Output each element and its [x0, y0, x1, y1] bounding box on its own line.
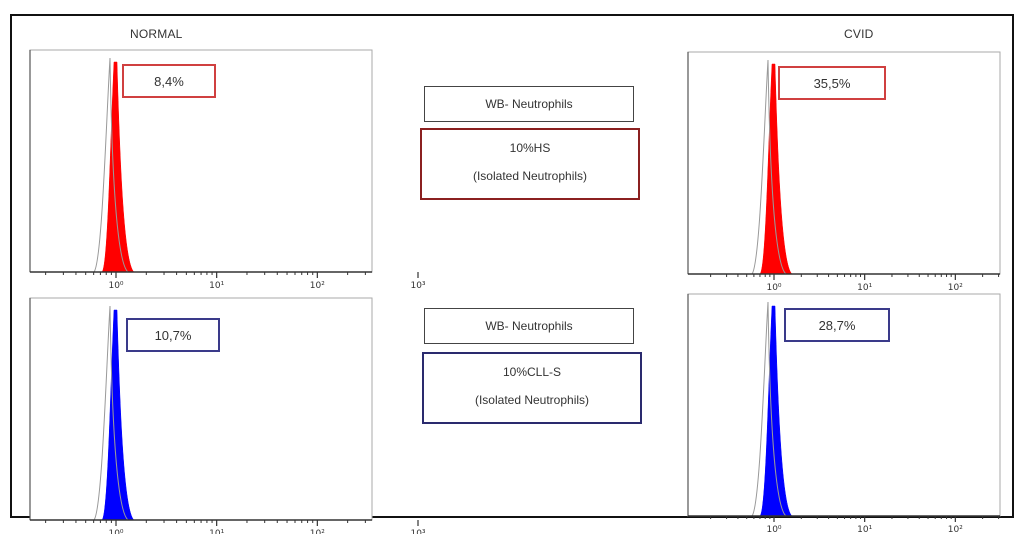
legend-serum-hs-line1: 10%HS — [509, 141, 551, 155]
percent-box-normal-cll: 10,7% — [126, 318, 220, 352]
legend-wb-label-top: WB- Neutrophils — [485, 97, 573, 111]
x-tick-label: 10⁰ — [108, 529, 123, 534]
legend-serum-cll: 10%CLL-S (Isolated Neutrophils) — [422, 352, 642, 424]
histogram-normal-cll: 10⁰ 10¹ 10² 10³ 10,7% — [20, 297, 426, 534]
percent-box-cvid-cll: 28,7% — [784, 308, 890, 342]
histogram-peak — [101, 61, 135, 273]
histogram-peak — [101, 309, 135, 521]
percent-box-normal-hs: 8,4% — [122, 64, 216, 98]
legend-serum-cll-line1: 10%CLL-S — [502, 365, 562, 379]
control-outline — [751, 59, 787, 275]
x-tick-label: 10¹ — [209, 529, 224, 534]
histogram-normal-hs: 10⁰ 10¹ 10² 10³ 8,4% — [20, 49, 426, 291]
histogram-peak — [759, 63, 793, 275]
control-outline — [751, 301, 787, 517]
legend-serum-hs-line2: (Isolated Neutrophils) — [472, 169, 588, 183]
x-tick-label: 10⁰ — [108, 281, 123, 291]
figure-panel: NORMAL CVID 10⁰ 10¹ 10² 10³ 8,4% 10⁰ 10¹ 10² 1… — [10, 14, 1014, 534]
legend-wb-label-bottom: WB- Neutrophils — [485, 319, 573, 333]
control-outline — [93, 57, 129, 273]
x-tick-label: 10¹ — [857, 525, 872, 534]
histogram-peak — [759, 305, 793, 517]
x-tick-label: 10⁰ — [766, 525, 781, 534]
x-tick-label: 10⁰ — [766, 283, 781, 293]
legend-serum-cll-line2: (Isolated Neutrophils) — [474, 393, 590, 407]
cvid-title: CVID — [844, 27, 874, 41]
legend-wb-neutrophils-top: WB- Neutrophils — [424, 86, 634, 122]
control-outline — [93, 305, 129, 521]
x-tick-label: 10² — [948, 525, 963, 534]
legend-wb-neutrophils-bottom: WB- Neutrophils — [424, 308, 634, 344]
histogram-normal-cll-svg: 10⁰ 10¹ 10² 10³ — [29, 297, 426, 534]
x-tick-label: 10³ — [410, 281, 425, 291]
x-tick-label: 10² — [948, 283, 963, 293]
percent-box-cvid-hs: 35,5% — [778, 66, 886, 100]
x-tick-label: 10¹ — [209, 281, 224, 291]
x-tick-label: 10² — [310, 281, 325, 291]
normal-title: NORMAL — [130, 27, 183, 41]
legend-serum-hs: 10%HS (Isolated Neutrophils) — [420, 128, 640, 200]
x-tick-label: 10¹ — [857, 283, 872, 293]
x-tick-label: 10³ — [410, 529, 425, 534]
x-tick-label: 10² — [310, 529, 325, 534]
